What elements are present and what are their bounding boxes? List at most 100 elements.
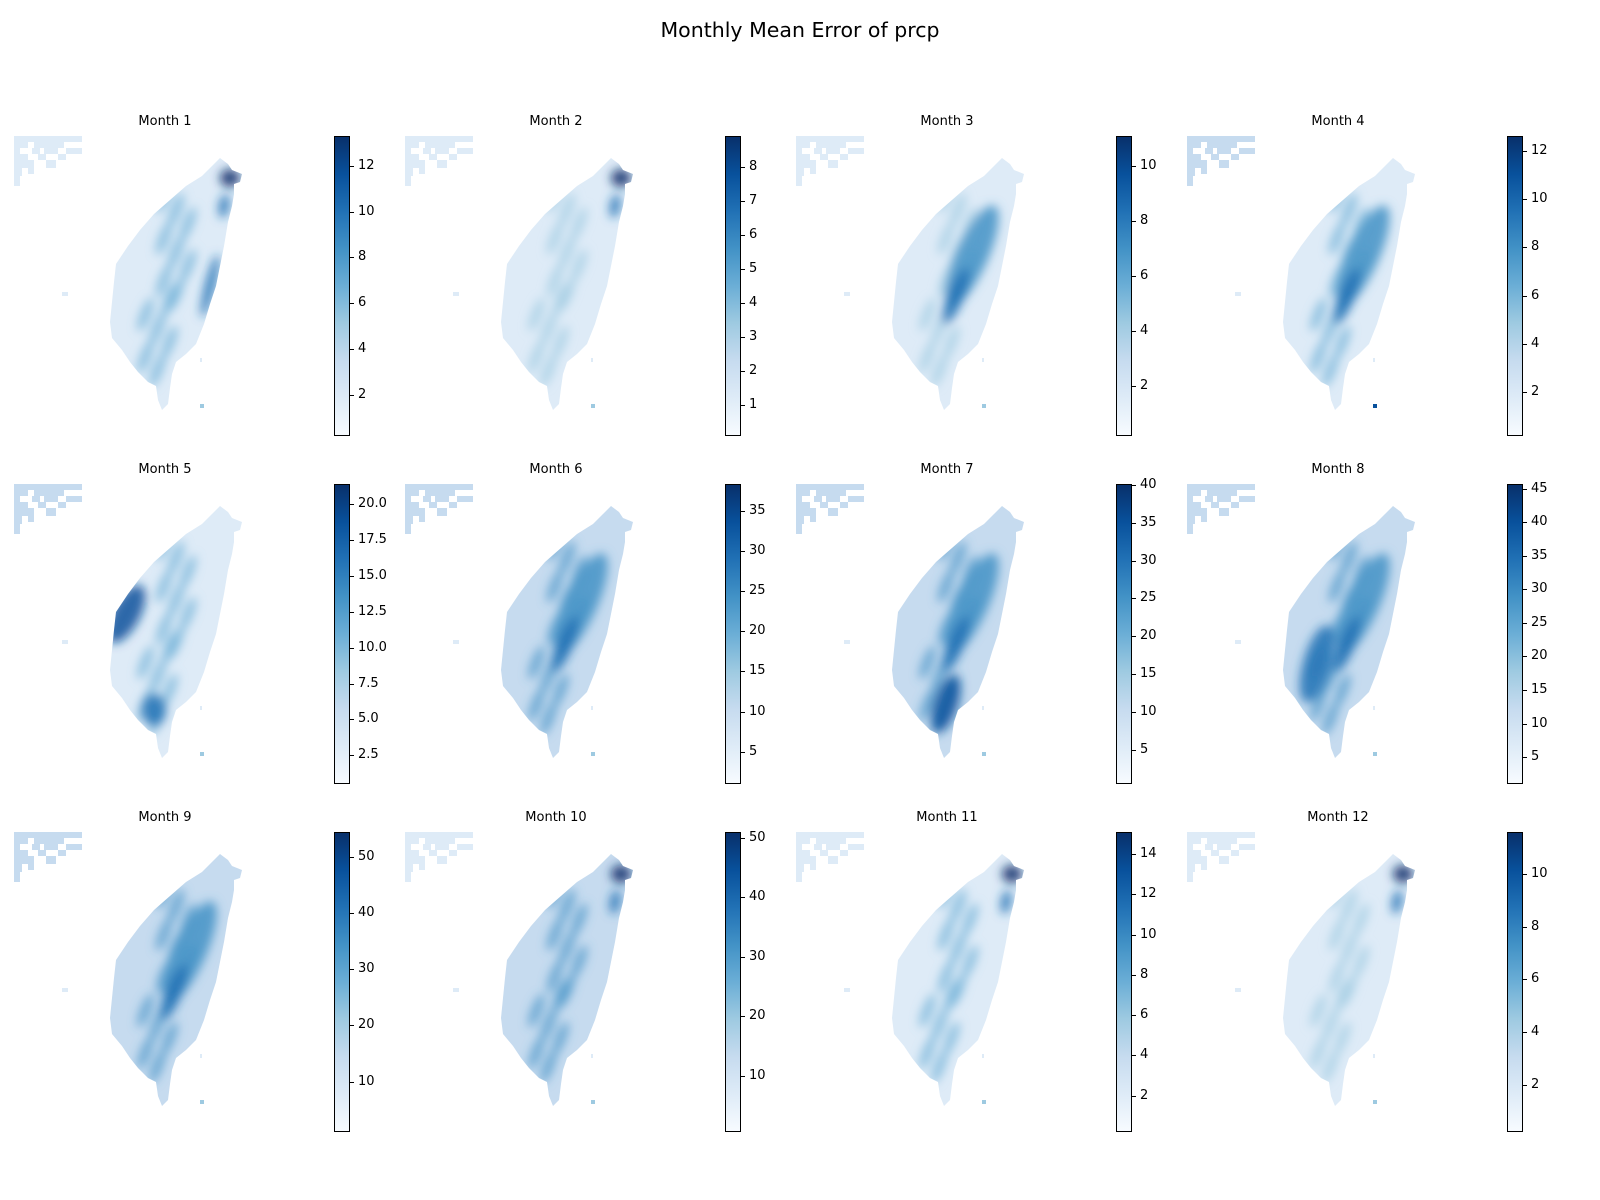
heatmap-map <box>405 484 633 758</box>
panel-title: Month 12 <box>1307 810 1369 825</box>
panel-title: Month 3 <box>920 114 974 129</box>
ridge-mark <box>149 353 166 388</box>
grid-cell <box>820 154 828 160</box>
islet-cell <box>982 404 986 408</box>
grid-cell <box>405 484 473 490</box>
grid-cell <box>1207 142 1237 148</box>
panel-title: Month 10 <box>525 810 587 825</box>
tick-label: 2 <box>749 363 758 379</box>
grid-cell <box>405 496 411 502</box>
grid-cell <box>1231 850 1239 856</box>
tick-mark <box>350 257 354 259</box>
hotspot-mark <box>609 194 621 218</box>
ridge-mark <box>570 555 588 589</box>
grid-cell <box>405 832 473 838</box>
tick-label: 40 <box>1531 514 1548 530</box>
tick-mark <box>1132 854 1136 856</box>
ridge-mark <box>1334 325 1351 360</box>
grid-cell <box>58 154 66 160</box>
grid-cell <box>796 524 802 534</box>
ridge-mark <box>1310 297 1327 332</box>
grid-cell <box>1205 496 1213 502</box>
grid-cell <box>66 844 82 850</box>
heatmap-map <box>796 136 1024 410</box>
tick-label: 15 <box>1140 666 1157 682</box>
heatmap-panel: Month 3 2 4 6 8 10 <box>782 114 1182 454</box>
grid-cell <box>828 856 838 864</box>
grid-cell <box>1217 148 1231 154</box>
grid-cell <box>816 490 846 496</box>
tick-mark <box>741 631 745 633</box>
grid-cell <box>1219 508 1229 516</box>
ridge-mark <box>540 1007 557 1042</box>
ridge-mark <box>179 597 197 631</box>
tick-label: 8 <box>358 249 367 265</box>
ridge-mark <box>528 339 545 374</box>
grid-cell <box>796 508 816 516</box>
grid-cell <box>419 516 425 522</box>
grid-cell <box>796 496 802 502</box>
tick-mark <box>1132 331 1136 333</box>
colorbar <box>1116 136 1132 436</box>
panel-title: Month 7 <box>920 462 974 477</box>
ridge-mark <box>155 263 173 297</box>
ridge-mark <box>1340 193 1358 227</box>
tick-mark <box>350 755 354 757</box>
tick-mark <box>350 611 354 613</box>
grid-cell <box>1187 844 1193 850</box>
grid-cell <box>1187 142 1201 148</box>
grid-cell <box>437 508 447 516</box>
tick-mark <box>1523 979 1527 981</box>
heatmap-panel: Month 6 5 10 15 20 25 30 35 <box>391 462 791 802</box>
ridge-mark <box>943 1021 960 1056</box>
grid-cell <box>405 148 411 154</box>
tick-mark <box>1523 1084 1527 1086</box>
ridge-mark <box>558 541 576 575</box>
ridge-mark <box>1334 673 1351 708</box>
tick-label: 10 <box>358 203 375 219</box>
hotspot-mark <box>220 169 240 187</box>
tick-mark <box>741 711 745 713</box>
tick-label: 5.0 <box>358 711 379 727</box>
tick-label: 17.5 <box>358 531 387 547</box>
ridge-mark <box>943 325 960 360</box>
panel-title: Month 5 <box>138 462 192 477</box>
grid-cell <box>1211 850 1219 856</box>
grid-cell <box>14 850 28 856</box>
tick-label: 6 <box>1140 1007 1149 1023</box>
grid-cell <box>1207 838 1237 844</box>
islet-cell <box>1373 404 1377 408</box>
grid-cell <box>826 148 840 154</box>
tick-label: 30 <box>1140 552 1157 568</box>
ridge-mark <box>161 325 178 360</box>
tick-mark <box>741 956 745 958</box>
tick-label: 10 <box>1531 190 1548 206</box>
tick-mark <box>741 1016 745 1018</box>
hotspot-mark <box>611 865 631 883</box>
grid-cell <box>14 516 22 524</box>
corner-cells <box>405 136 473 186</box>
tick-label: 12 <box>358 157 375 173</box>
islet-cell <box>1235 640 1241 644</box>
islet-cell <box>453 640 459 644</box>
grid-cell <box>14 154 28 160</box>
grid-cell <box>449 502 457 508</box>
grid-cell <box>1187 856 1207 864</box>
grid-cell <box>840 850 848 856</box>
ridge-mark <box>961 207 979 241</box>
grid-cell <box>1187 176 1193 186</box>
tick-label: 35 <box>1531 547 1548 563</box>
tick-label: 30 <box>1531 581 1548 597</box>
tick-label: 6 <box>749 226 758 242</box>
tick-label: 15 <box>749 663 766 679</box>
ridge-mark <box>919 993 936 1028</box>
tick-mark <box>1523 247 1527 249</box>
grid-cell <box>848 148 864 154</box>
heatmap-map <box>1187 484 1415 758</box>
islet-cell <box>1235 988 1241 992</box>
grid-cell <box>828 160 838 168</box>
tick-mark <box>741 590 745 592</box>
grid-cell <box>816 838 846 844</box>
grid-cell <box>1187 864 1195 872</box>
tick-mark <box>1132 712 1136 714</box>
